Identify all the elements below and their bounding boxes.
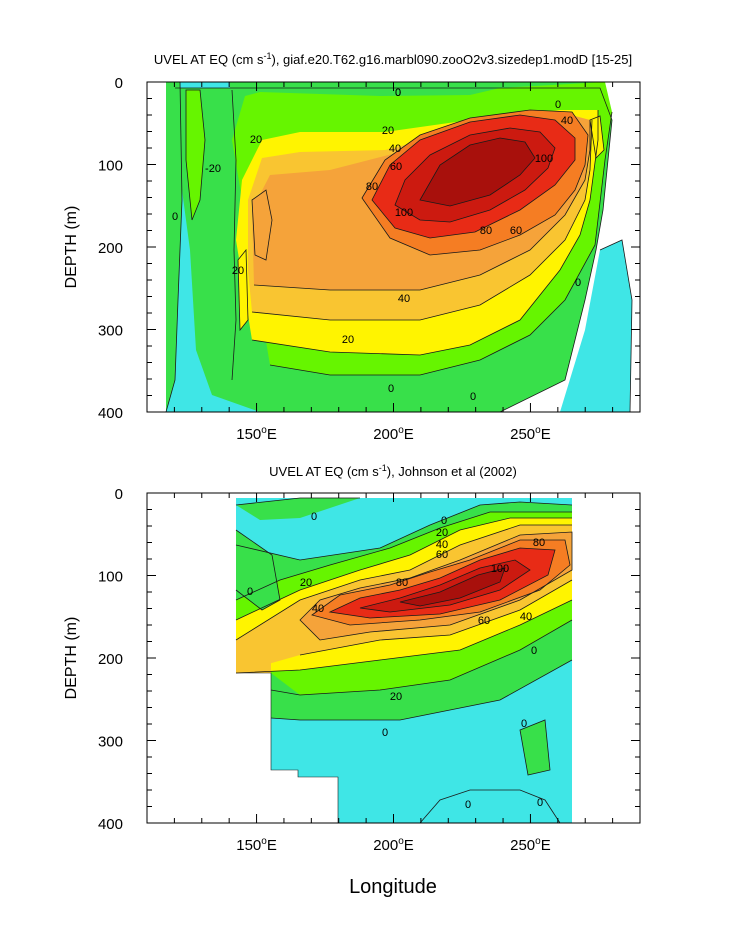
panel-1-contour-fill xyxy=(166,82,632,412)
contour-label: 0 xyxy=(172,211,178,223)
contour-label: 100 xyxy=(491,563,509,575)
panel-2-y-label: DEPTH (m) xyxy=(63,617,80,700)
y-tick-label: 0 xyxy=(115,486,123,503)
contour-label: -20 xyxy=(205,163,221,175)
panel-2-x-axis: 150oE 200oE 250oE xyxy=(173,493,614,854)
panel-1-y-label: DEPTH (m) xyxy=(63,206,80,289)
contour-label: 100 xyxy=(535,153,553,165)
panel-1-contour-lines xyxy=(165,82,633,412)
contour-label: 0 xyxy=(388,383,394,395)
contour-label: 0 xyxy=(470,391,476,403)
x-tick-label: 250oE xyxy=(510,836,551,854)
contour-label: 20 xyxy=(250,134,262,146)
y-tick-label: 400 xyxy=(98,405,123,422)
contour-label: 20 xyxy=(300,577,312,589)
x-tick-label: 150oE xyxy=(236,836,277,854)
contour-label: 20 xyxy=(382,125,394,137)
y-tick-label: 100 xyxy=(98,569,123,586)
x-tick-label: 250oE xyxy=(510,425,551,443)
panel-1-core xyxy=(420,138,535,206)
x-tick-label: 150oE xyxy=(236,425,277,443)
y-tick-label: 300 xyxy=(98,323,123,340)
contour-label: 0 xyxy=(575,277,581,289)
panel-2-contour-lines xyxy=(235,497,573,823)
contour-label: 80 xyxy=(533,537,545,549)
contour-label: 80 xyxy=(396,577,408,589)
x-tick-label: 200oE xyxy=(373,836,414,854)
panel-2-data-edge xyxy=(236,672,339,823)
contour-label: 60 xyxy=(436,549,448,561)
panel-2-contour-labels: 0 0 0 20 20 40 40 40 60 60 80 80 100 0 2… xyxy=(247,511,545,811)
contour-label: 0 xyxy=(521,718,527,730)
contour-label: 80 xyxy=(366,181,378,193)
panel-2-chart: UVEL AT EQ (cm s-1), Johnson et al (2002… xyxy=(63,463,641,898)
contour-label: 0 xyxy=(537,797,543,809)
contour-label: 60 xyxy=(478,615,490,627)
contour-label: 0 xyxy=(555,99,561,111)
contour-label: 80 xyxy=(480,225,492,237)
contour-label: 40 xyxy=(436,539,448,551)
contour-label: 0 xyxy=(382,727,388,739)
contour-label: 20 xyxy=(342,334,354,346)
y-tick-label: 100 xyxy=(98,158,123,175)
contour-label: 60 xyxy=(390,161,402,173)
contour-label: 20 xyxy=(436,527,448,539)
panel-1-title: UVEL AT EQ (cm s-1), giaf.e20.T62.g16.ma… xyxy=(154,51,632,67)
panel-2-core xyxy=(400,568,505,606)
panel-1-chart: UVEL AT EQ (cm s-1), giaf.e20.T62.g16.ma… xyxy=(63,51,641,443)
contour-label: 0 xyxy=(311,511,317,523)
contour-label: 40 xyxy=(520,611,532,623)
contour-label: 0 xyxy=(531,645,537,657)
y-tick-label: 200 xyxy=(98,240,123,257)
contour-label: 20 xyxy=(232,265,244,277)
contour-label: 0 xyxy=(395,87,401,99)
contour-label: 20 xyxy=(390,691,402,703)
contour-label: 0 xyxy=(441,515,447,527)
contour-label: 40 xyxy=(389,143,401,155)
y-tick-label: 0 xyxy=(115,75,123,92)
panel-2-x-label: Longitude xyxy=(349,876,437,898)
y-tick-label: 200 xyxy=(98,651,123,668)
panel-2-contour-fill xyxy=(236,498,572,823)
contour-label: 0 xyxy=(247,586,253,598)
y-tick-label: 400 xyxy=(98,816,123,833)
contour-label: 100 xyxy=(395,207,413,219)
contour-label: 60 xyxy=(510,225,522,237)
panel-1-contour-labels: 0 0 20 20 40 40 60 60 80 80 100 100 -20 … xyxy=(172,87,581,403)
panel-2-title: UVEL AT EQ (cm s-1), Johnson et al (2002… xyxy=(269,463,517,479)
contour-label: 40 xyxy=(312,603,324,615)
panel-1-x-axis: 150oE 200oE 250oE xyxy=(173,82,614,443)
x-tick-label: 200oE xyxy=(373,425,414,443)
contour-label: 40 xyxy=(398,293,410,305)
contour-label: 0 xyxy=(465,799,471,811)
contour-label: 0 xyxy=(395,87,401,99)
contour-label: 40 xyxy=(561,115,573,127)
y-tick-label: 300 xyxy=(98,734,123,751)
